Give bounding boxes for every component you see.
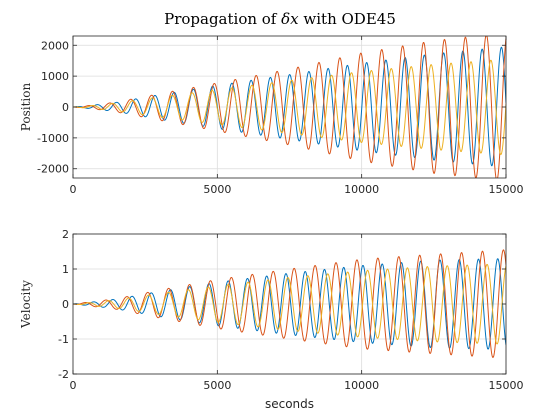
title-prefix: Propagation of: [164, 10, 281, 28]
position-ylabel: Position: [19, 83, 33, 132]
position-series-group: [73, 36, 506, 178]
velocity-axes[interactable]: 0 5000 10000 15000 2 1 0 -1 -2 Velocity seconds: [19, 228, 524, 411]
velocity-ticks: 0 5000 10000 15000 2 1 0 -1 -2: [58, 228, 523, 392]
position-ytick-label: 0: [62, 101, 69, 114]
velocity-ytick-label: 2: [62, 228, 69, 241]
title-suffix: with ODE45: [299, 10, 396, 28]
velocity-ytick-label: 0: [62, 298, 69, 311]
position-grid: [72, 36, 507, 178]
position-series-line-1: [73, 46, 506, 167]
figure-title: Propagation of δx with ODE45: [164, 10, 396, 28]
velocity-xlabel: seconds: [265, 397, 314, 411]
velocity-ylabel: Velocity: [19, 280, 33, 329]
velocity-xtick-label: 15000: [489, 379, 524, 392]
position-xtick-label: 5000: [203, 183, 231, 196]
velocity-series-line-3: [73, 263, 506, 345]
velocity-ytick-label: -1: [58, 333, 69, 346]
position-ytick-label: -2000: [37, 163, 69, 176]
position-ytick-label: 1000: [41, 70, 69, 83]
velocity-xtick-label: 0: [70, 379, 77, 392]
position-xtick-label: 0: [70, 183, 77, 196]
title-math: δx: [281, 10, 299, 28]
velocity-series-group: [73, 249, 506, 359]
position-series-line-2: [73, 36, 506, 178]
position-xtick-label: 15000: [489, 183, 524, 196]
velocity-xtick-label: 5000: [203, 379, 231, 392]
position-ytick-label: 2000: [41, 39, 69, 52]
velocity-xtick-label: 10000: [344, 379, 379, 392]
velocity-ytick-label: -2: [58, 368, 69, 381]
position-xtick-label: 10000: [344, 183, 379, 196]
position-series-line-3: [73, 59, 506, 156]
velocity-ytick-label: 1: [62, 263, 69, 276]
position-ytick-label: -1000: [37, 132, 69, 145]
